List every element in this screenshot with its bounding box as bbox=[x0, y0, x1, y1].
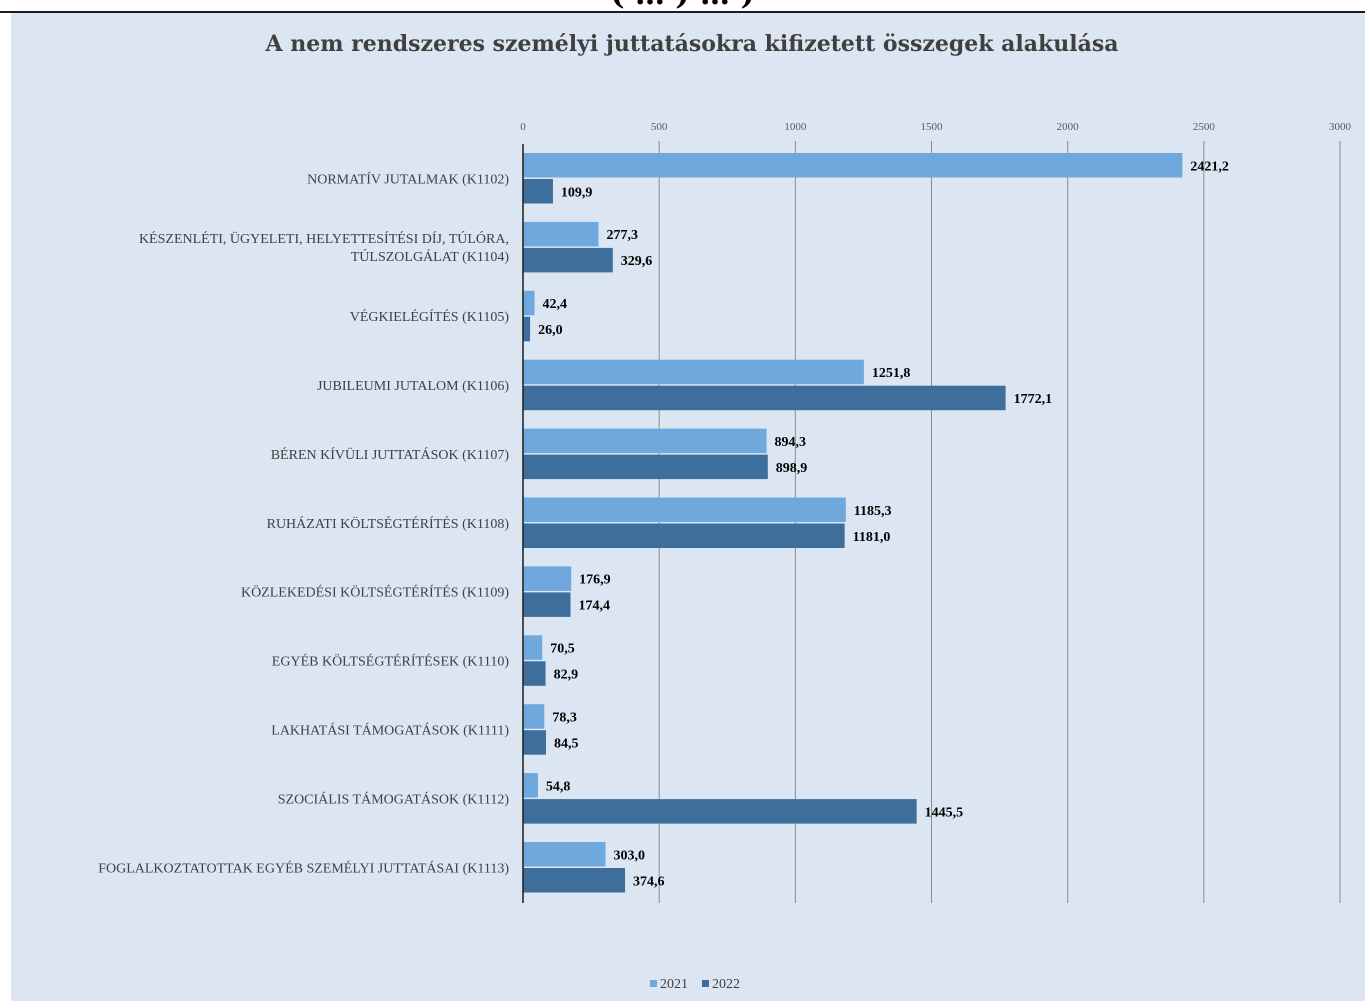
x-tick-label: 2500 bbox=[1193, 121, 1216, 133]
category-label: SZOCIÁLIS TÁMOGATÁSOK (K1112) bbox=[278, 790, 510, 807]
legend-swatch-2022 bbox=[702, 980, 709, 987]
bar-2022 bbox=[523, 799, 917, 824]
data-label-2021: 303,0 bbox=[614, 848, 646, 863]
data-label-2021: 2421,2 bbox=[1190, 159, 1229, 174]
category-label: TÚLSZOLGÁLAT (K1104) bbox=[351, 248, 510, 265]
data-label-2022: 898,9 bbox=[776, 461, 808, 476]
bar-2021 bbox=[523, 497, 846, 522]
bar-2021 bbox=[523, 842, 606, 867]
legend-label-2022: 2022 bbox=[712, 977, 740, 992]
category-label: VÉGKIELÉGÍTÉS (K1105) bbox=[350, 308, 510, 325]
data-label-2022: 329,6 bbox=[621, 254, 653, 269]
category-label: LAKHATÁSI TÁMOGATÁSOK (K1111) bbox=[271, 721, 509, 738]
data-label-2022: 1772,1 bbox=[1014, 392, 1053, 407]
data-label-2021: 176,9 bbox=[579, 573, 611, 588]
data-label-2022: 26,0 bbox=[538, 323, 563, 338]
bar-2021 bbox=[523, 566, 572, 591]
legend-swatch-2021 bbox=[650, 980, 657, 987]
data-label-2021: 70,5 bbox=[550, 642, 575, 657]
x-tick-label: 3000 bbox=[1329, 121, 1352, 133]
bar-2021 bbox=[523, 635, 543, 660]
bar-2022 bbox=[523, 868, 626, 893]
category-label: EGYÉB KÖLTSÉGTÉRÍTÉSEK (K1110) bbox=[272, 653, 510, 670]
category-label: BÉREN KÍVÜLI JUTTATÁSOK (K1107) bbox=[271, 446, 510, 463]
data-label-2022: 84,5 bbox=[554, 736, 579, 751]
legend: 2021 2022 bbox=[650, 977, 740, 992]
chart-title: A nem rendszeres személyi juttatásokra k… bbox=[264, 31, 1118, 57]
data-label-2021: 1185,3 bbox=[854, 504, 892, 519]
bar-2021 bbox=[523, 704, 545, 729]
data-label-2022: 174,4 bbox=[578, 599, 610, 614]
bars bbox=[523, 153, 1183, 893]
data-label-2021: 54,8 bbox=[546, 779, 571, 794]
category-labels: NORMATÍV JUTALMAK (K1102) KÉSZENLÉTI, ÜGY… bbox=[98, 170, 509, 876]
x-tick-label: 1000 bbox=[784, 121, 807, 133]
category-label: RUHÁZATI KÖLTSÉGTÉRÍTÉS (K1108) bbox=[267, 515, 510, 532]
data-label-2022: 374,6 bbox=[633, 874, 665, 889]
data-label-2022: 82,9 bbox=[554, 668, 579, 683]
data-label-2021: 1251,8 bbox=[872, 366, 911, 381]
data-label-2021: 42,4 bbox=[543, 297, 568, 312]
bar-2022 bbox=[523, 247, 613, 273]
bar-2022 bbox=[523, 316, 531, 342]
top-cut-heading: ( … ) … ) bbox=[0, 0, 1365, 12]
category-label: FOGLALKOZTATOTTAK EGYÉB SZEMÉLYI JUTTATÁ… bbox=[98, 859, 509, 876]
category-label: NORMATÍV JUTALMAK (K1102) bbox=[307, 170, 509, 187]
x-tick-label: 2000 bbox=[1057, 121, 1080, 133]
x-tick-labels: 0 500 1000 1500 2000 2500 3000 bbox=[520, 121, 1351, 133]
bar-2021 bbox=[523, 153, 1183, 178]
bar-2022 bbox=[523, 385, 1006, 411]
bar-2021 bbox=[523, 221, 599, 247]
bar-2022 bbox=[523, 661, 546, 686]
bar-2022 bbox=[523, 523, 845, 548]
data-label-2022: 1445,5 bbox=[925, 805, 964, 820]
bar-2022 bbox=[523, 179, 553, 204]
data-label-2021: 277,3 bbox=[607, 228, 639, 243]
data-label-2022: 1181,0 bbox=[853, 530, 891, 545]
x-tick-label: 500 bbox=[651, 121, 668, 133]
category-label: KÉSZENLÉTI, ÜGYELETI, HELYETTESÍTÉSI DÍJ… bbox=[139, 230, 509, 247]
bar-2022 bbox=[523, 592, 571, 617]
data-label-2021: 894,3 bbox=[775, 435, 807, 450]
bar-2021 bbox=[523, 290, 535, 316]
bar-2021 bbox=[523, 773, 538, 798]
bar-2021 bbox=[523, 359, 864, 385]
top-rule bbox=[0, 11, 1365, 13]
top-cut-heading-text: ( … ) … ) bbox=[0, 0, 1365, 12]
x-tick-label: 1500 bbox=[921, 121, 944, 133]
category-label: JUBILEUMI JUTALOM (K1106) bbox=[317, 379, 509, 394]
data-label-2022: 109,9 bbox=[561, 185, 593, 200]
data-labels: 2421,2 109,9 277,3 329,6 42,4 26,0 1251,8 1772,… bbox=[538, 159, 1229, 889]
bar-2022 bbox=[523, 454, 768, 480]
x-tick-label: 0 bbox=[520, 121, 526, 133]
data-label-2021: 78,3 bbox=[552, 710, 577, 725]
bar-2021 bbox=[523, 428, 767, 454]
bar-2022 bbox=[523, 730, 547, 755]
category-label: KÖZLEKEDÉSI KÖLTSÉGTÉRÍTÉS (K1109) bbox=[241, 584, 509, 601]
legend-label-2021: 2021 bbox=[660, 977, 688, 992]
